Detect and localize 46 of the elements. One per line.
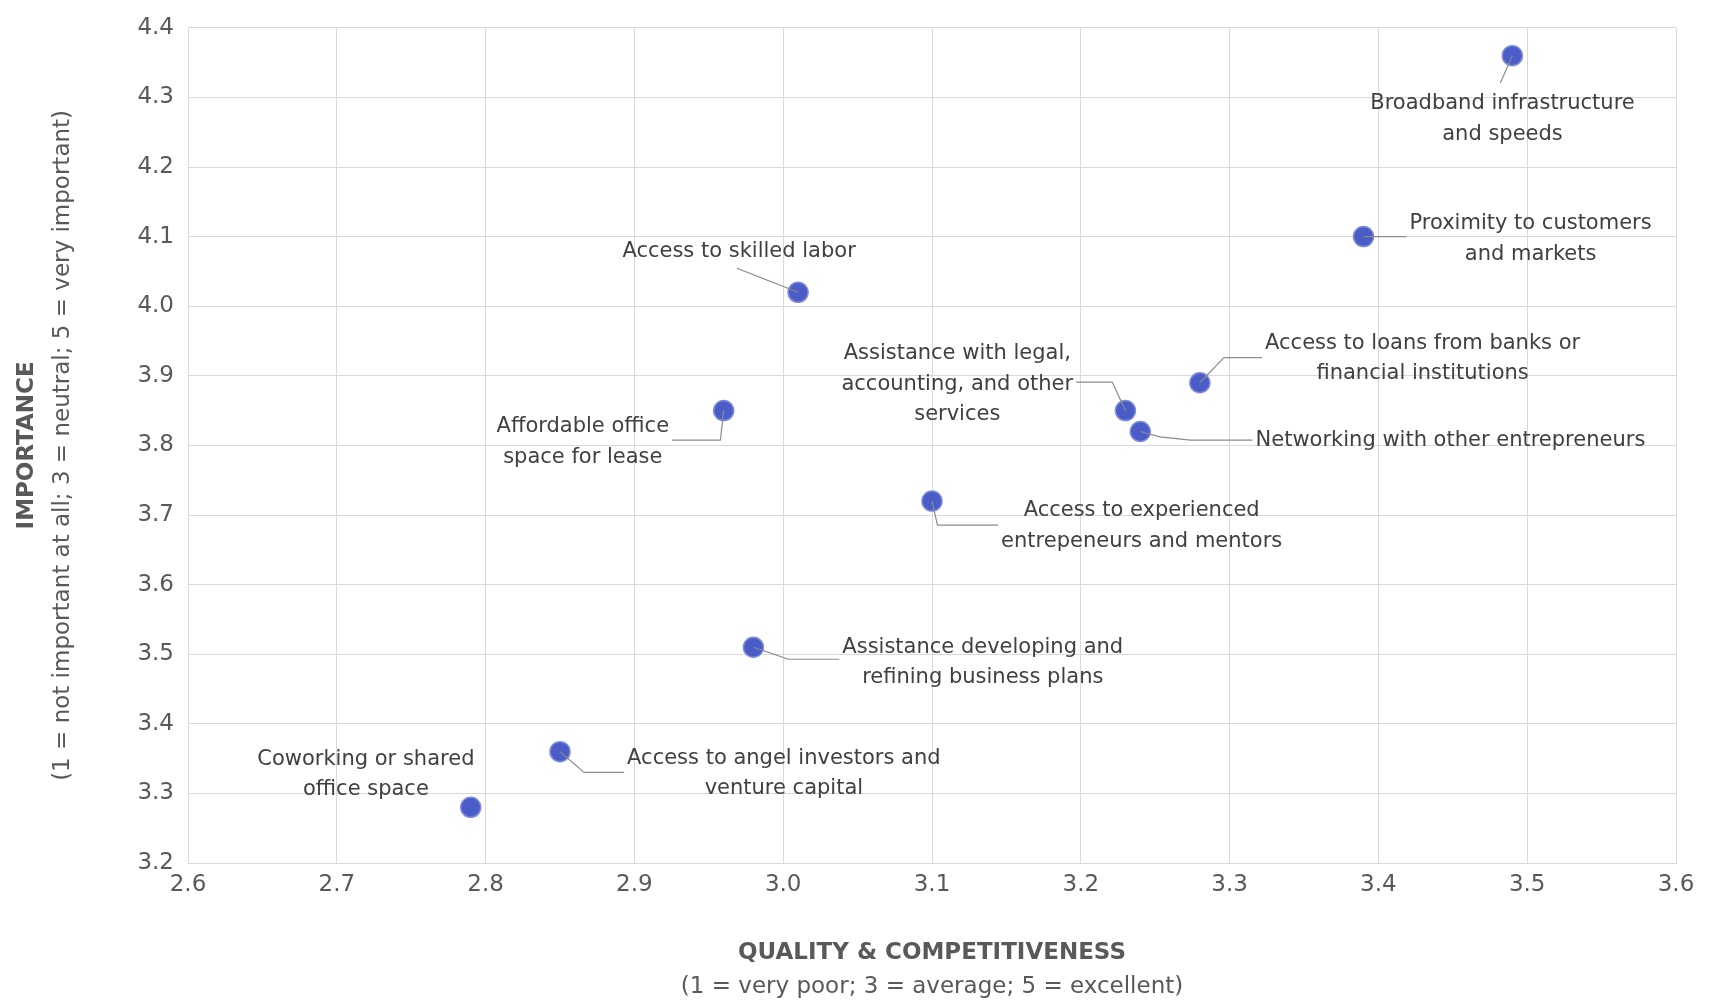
- y-tick-label: 3.4: [137, 708, 174, 735]
- annotation: Networking with other entrepreneurs: [1255, 426, 1646, 451]
- annotation: Affordable office space for lease: [496, 413, 670, 469]
- x-tick-label: 3.6: [1657, 869, 1695, 896]
- y-tick-label: 4.3: [137, 82, 174, 109]
- annotation: Assistance developing and refining business plans: [842, 633, 1124, 689]
- x-tick-label: 2.9: [616, 869, 653, 896]
- x-tick-label: 3.2: [1062, 869, 1100, 896]
- annotation: Access to skilled labor: [622, 238, 857, 263]
- point: [921, 490, 943, 512]
- x-tick-label: 3.1: [913, 869, 951, 896]
- y-tick-label: 3.9: [137, 360, 174, 387]
- y-tick-label: 4.4: [137, 12, 174, 39]
- annotation: Broadband infrastructure and speeds: [1370, 90, 1635, 145]
- y-tick-label: 3.6: [137, 569, 174, 596]
- x-tick-label: 2.7: [318, 869, 356, 896]
- y-tick-label: 4.1: [137, 221, 174, 248]
- y-tick-label: 3.3: [137, 778, 174, 805]
- annotation: Proximity to customers and markets: [1409, 209, 1652, 265]
- x-tick-label: 3.5: [1508, 869, 1546, 896]
- point: [1114, 399, 1137, 422]
- y-axis-title: IMPORTANCE (1 = not important at all; 3 = neutral; 5 = very important): [11, 109, 74, 781]
- x-tick-label: 2.8: [467, 869, 504, 896]
- annotation: Access to experienced entrepeneurs and mentors: [1001, 497, 1283, 552]
- x-tick-label: 3.3: [1211, 869, 1248, 896]
- point: [742, 636, 765, 658]
- point: [459, 796, 482, 819]
- annotation: Assistance with legal, accounting, and other services: [841, 340, 1074, 426]
- annotation: Access to loans from banks or financial institutions: [1265, 329, 1581, 385]
- y-tick-label: 4.2: [137, 151, 174, 178]
- y-tick-label: 3.8: [137, 430, 174, 457]
- point: [1501, 44, 1524, 67]
- point: [787, 281, 809, 304]
- annotation: Access to angel investors and venture capital: [627, 744, 941, 800]
- point: [549, 740, 571, 763]
- point: [1129, 420, 1152, 443]
- point: [1352, 225, 1375, 248]
- y-tick-label: 3.5: [137, 639, 174, 666]
- x-tick-label: 3.0: [764, 869, 802, 896]
- x-axis-title: QUALITY & COMPETITIVENESS (1 = very poor; 3 = average; 5 = excellent): [680, 937, 1184, 998]
- x-tick-label: 3.4: [1360, 869, 1397, 896]
- y-tick-label: 3.7: [137, 499, 174, 526]
- annotation: Coworking or shared office space: [257, 745, 475, 801]
- point: [1189, 372, 1211, 394]
- y-tick-label: 4.0: [137, 291, 174, 318]
- point: [712, 399, 735, 422]
